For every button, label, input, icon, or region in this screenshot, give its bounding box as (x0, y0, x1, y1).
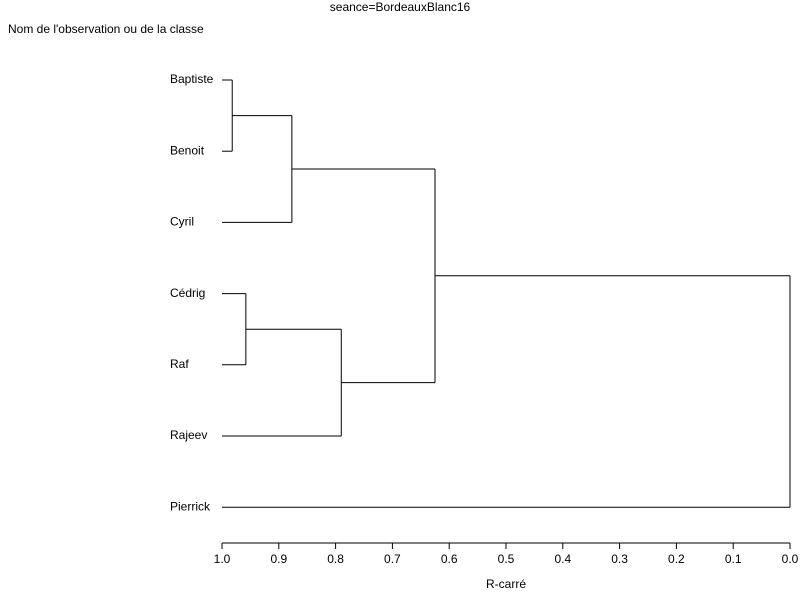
x-tick-label: 0.9 (270, 552, 287, 566)
leaf-label: Pierrick (170, 499, 211, 513)
x-tick-label: 0.0 (782, 552, 799, 566)
leaf-label: Benoit (170, 143, 205, 157)
x-tick-label: 0.1 (725, 552, 742, 566)
x-tick-label: 0.8 (327, 552, 344, 566)
leaf-label: Rajeev (170, 428, 207, 442)
leaf-label: Cédrig (170, 286, 205, 300)
leaf-label: Baptiste (170, 72, 214, 86)
x-tick-label: 0.7 (384, 552, 401, 566)
leaf-label: Cyril (170, 215, 194, 229)
x-tick-label: 0.6 (441, 552, 458, 566)
x-axis-label: R-carré (486, 577, 526, 591)
chart-title: seance=BordeauxBlanc16 (330, 0, 471, 14)
x-tick-label: 0.4 (554, 552, 571, 566)
y-axis-label: Nom de l'observation ou de la classe (8, 22, 204, 36)
x-tick-label: 0.5 (498, 552, 515, 566)
leaf-label: Raf (170, 357, 189, 371)
x-tick-label: 0.2 (668, 552, 685, 566)
x-tick-label: 0.3 (611, 552, 628, 566)
x-tick-label: 1.0 (214, 552, 231, 566)
